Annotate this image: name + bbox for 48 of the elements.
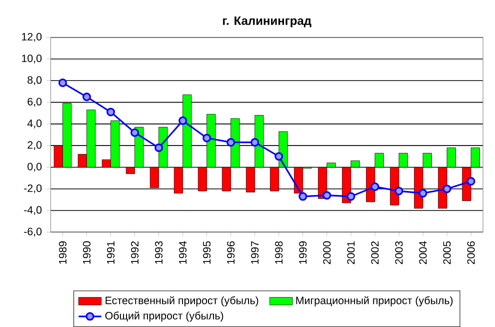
point [442, 184, 452, 194]
y-tick-label: -2,0 [24, 184, 42, 194]
point [82, 92, 91, 102]
point [274, 152, 284, 161]
x-tick-label: 1994 [179, 241, 187, 264]
x-tick-label: 1989 [58, 241, 66, 264]
y-tick-label: 8,0 [28, 76, 42, 86]
y-tick-label: 4,0 [27, 120, 42, 128]
point [58, 78, 67, 88]
chart-title: г. Калининград [223, 16, 312, 28]
x-tick-label: 1996 [227, 241, 235, 264]
point [154, 143, 164, 152]
y-tick-label: 0,0 [28, 162, 42, 172]
x-tick-label: 1995 [203, 241, 211, 264]
point [130, 128, 140, 137]
x-tick-label: 2000 [323, 241, 331, 264]
x-tick-label: 2001 [347, 241, 355, 264]
x-tick-label: 2004 [419, 241, 427, 264]
x-tick-label: 2003 [395, 241, 403, 264]
point [394, 186, 404, 196]
y-tick-label: -6,0 [24, 228, 42, 237]
x-tick-label: 1992 [130, 241, 139, 264]
point [106, 108, 116, 116]
point [298, 192, 308, 201]
x-tick-label: 2005 [443, 241, 451, 264]
legend-label: Естественный прирост (убыль) [106, 296, 258, 306]
legend-label: Общий прирост (убыль) [105, 311, 224, 322]
x-tick-label: 1999 [299, 241, 307, 264]
legend-label: Миграционный прирост (убыль) [296, 296, 453, 306]
y-tick-label: 10,0 [22, 54, 42, 64]
y-tick-label: -4,0 [24, 206, 42, 215]
y-tick-label: 6,0 [28, 98, 42, 107]
point [322, 191, 332, 200]
point [250, 138, 260, 147]
x-tick-label: 2006 [467, 241, 475, 264]
point [346, 192, 356, 201]
point [178, 116, 188, 125]
point [202, 134, 212, 142]
y-tick-label: 12,0 [22, 32, 42, 42]
y-tick-label: 2,0 [28, 141, 42, 150]
x-tick-label: 1997 [251, 241, 259, 264]
point [418, 188, 428, 198]
x-tick-label: 1998 [275, 241, 283, 264]
x-tick-label: 1993 [155, 241, 163, 264]
point [226, 138, 236, 147]
x-tick-label: 1990 [82, 241, 91, 264]
x-tick-label: 2002 [371, 241, 379, 264]
x-tick-label: 1991 [106, 241, 115, 264]
